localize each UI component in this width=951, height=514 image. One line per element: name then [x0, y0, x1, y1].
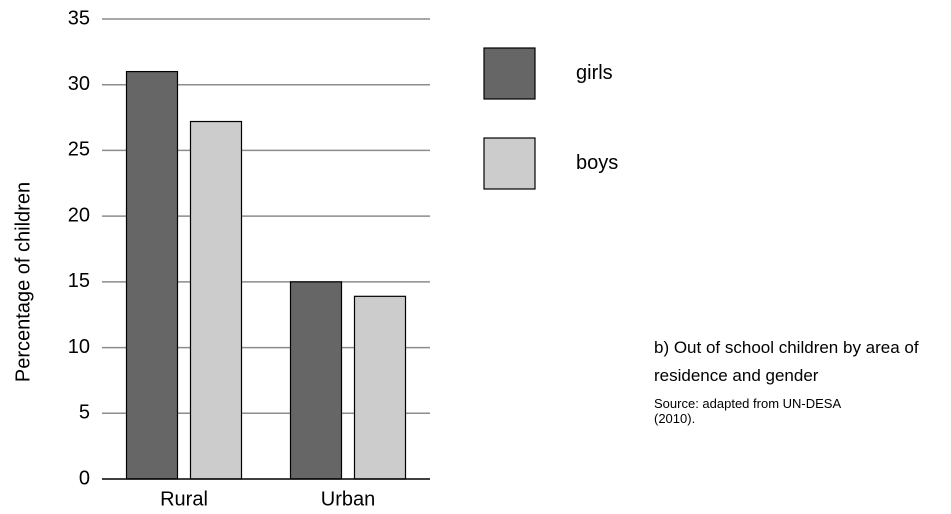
source-note: Source: adapted from UN-DESA (2010). [654, 396, 841, 426]
bar-girls-rural [125, 70, 179, 480]
category-labels: Rural Urban [160, 488, 375, 510]
bar-boys-rural [189, 120, 243, 480]
bar-boys-urban [353, 295, 407, 480]
legend-label-girls: girls [576, 62, 613, 84]
y-tick-label: 5 [79, 402, 90, 424]
y-tick-label: 10 [68, 336, 90, 358]
caption-text: b) Out of school children by area of res… [654, 338, 919, 385]
figure-caption: b) Out of school children by area of res… [654, 334, 949, 426]
y-tick-label: 35 [68, 7, 90, 29]
legend-swatch-girls [483, 47, 536, 100]
legend: girls boys [483, 47, 618, 190]
y-tick-label: 20 [68, 204, 90, 226]
y-tick-label: 25 [68, 139, 90, 161]
legend-label-boys: boys [576, 152, 618, 174]
bars [125, 70, 407, 480]
x-category-label: Urban [321, 488, 375, 510]
y-axis-label: Percentage of children [12, 182, 34, 382]
y-tick-label: 30 [68, 73, 90, 95]
x-category-label: Rural [160, 488, 208, 510]
legend-swatch-boys [483, 137, 536, 190]
y-tick-label: 0 [79, 467, 90, 489]
y-axis-ticks: 0 5 10 15 20 25 30 35 [68, 7, 90, 489]
y-tick-label: 15 [68, 270, 90, 292]
bar-girls-urban [289, 281, 343, 480]
